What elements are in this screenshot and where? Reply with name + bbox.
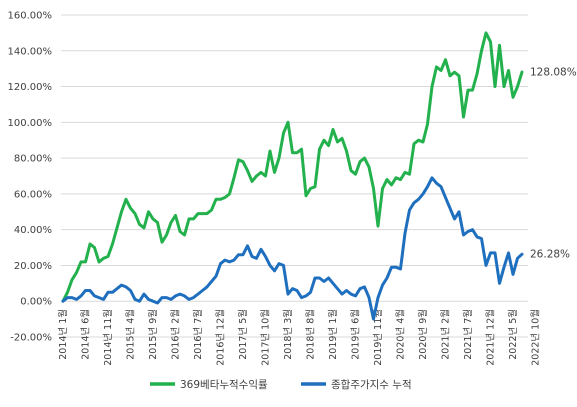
x-tick-label: 2018년 3월 <box>282 309 294 360</box>
y-tick-label: 40.00% <box>14 225 52 236</box>
y-tick-label: 120.00% <box>8 82 53 93</box>
x-tick-label: 2022년 10월 <box>530 309 542 366</box>
x-axis: 2014년 1월 2014년 6월 2014년 11월 2015년 4월 2015년 9… <box>57 309 542 366</box>
x-tick-label: 2020년 4월 <box>395 309 407 360</box>
x-tick-label: 2014년 11월 <box>102 309 114 366</box>
y-tick-label: 100.00% <box>8 118 53 129</box>
series-line-2 <box>61 176 524 321</box>
x-tick-label: 2015년 4월 <box>125 309 137 360</box>
x-tick-label: 2016년 2월 <box>170 309 182 360</box>
legend-label-2: 종합주가지수 누적 <box>331 379 412 391</box>
x-tick-label: 2016년 12월 <box>215 309 227 366</box>
x-tick-label: 2014년 6월 <box>80 309 92 360</box>
x-tick-label: 2020년 9월 <box>417 309 429 360</box>
x-tick-label: 2015년 9월 <box>147 309 159 360</box>
y-tick-label: -20.00% <box>10 333 52 344</box>
x-tick-label: 2021년 7월 <box>462 309 474 360</box>
x-tick-label: 2019년 11월 <box>372 309 384 366</box>
x-tick-label: 2017년 5월 <box>237 309 249 360</box>
x-tick-label: 2021년 2월 <box>440 309 452 360</box>
x-tick-label: 2021년 12월 <box>485 309 497 366</box>
x-tick-label: 2014년 1월 <box>57 309 69 360</box>
y-axis: -20.00% 0.00% 20.00% 40.00% 60.00% 80.00% 100.… <box>8 11 53 344</box>
end-label-1: 128.08% <box>530 67 577 79</box>
legend-label-1: 369베타누적수익률 <box>180 379 268 391</box>
y-tick-label: 60.00% <box>14 189 52 200</box>
y-tick-label: 0.00% <box>20 297 52 308</box>
series-line-1 <box>61 31 524 303</box>
x-tick-label: 2017년 10월 <box>260 309 272 366</box>
y-tick-label: 140.00% <box>8 46 53 57</box>
x-tick-label: 2019년 1월 <box>327 309 339 360</box>
legend: 369베타누적수익률 종합주가지수 누적 <box>150 379 412 391</box>
x-tick-label: 2016년 7월 <box>192 309 204 360</box>
x-tick-label: 2019년 6월 <box>350 309 362 360</box>
x-tick-label: 2022년 5월 <box>507 309 519 360</box>
y-tick-label: 80.00% <box>14 154 52 165</box>
y-tick-label: 160.00% <box>8 11 53 22</box>
x-tick-label: 2018년 8월 <box>305 309 317 360</box>
y-tick-label: 20.00% <box>14 261 52 272</box>
end-label-2: 26.28% <box>530 249 570 261</box>
